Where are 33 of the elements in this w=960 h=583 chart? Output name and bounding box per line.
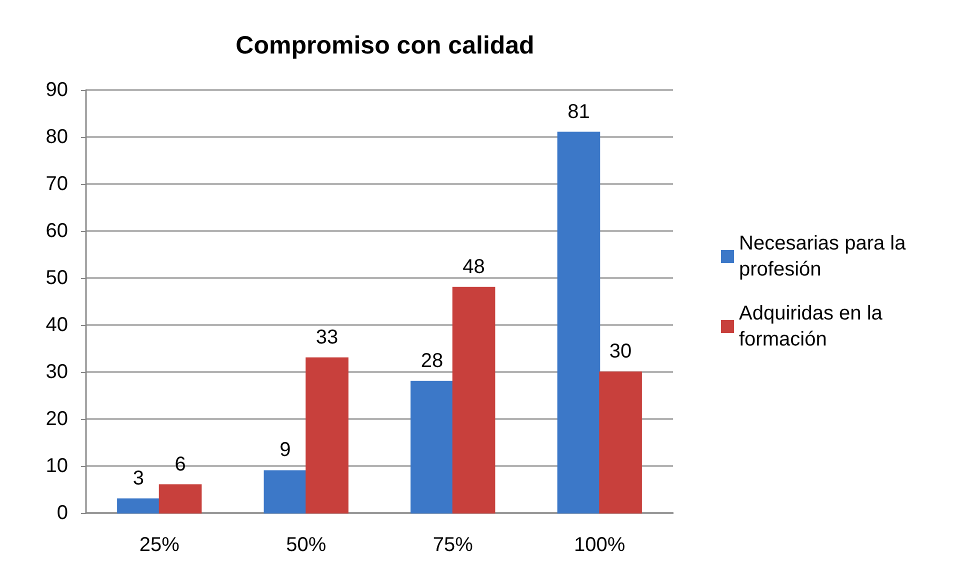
bar bbox=[452, 286, 496, 514]
x-tick-label: 50% bbox=[286, 534, 326, 556]
y-tick-label: 60 bbox=[46, 220, 68, 242]
bar bbox=[264, 470, 307, 514]
y-tick-label: 90 bbox=[46, 79, 68, 101]
y-tick-label: 40 bbox=[46, 314, 68, 336]
legend-label: Adquiridas en la formación bbox=[739, 302, 888, 350]
y-tick-label: 0 bbox=[56, 502, 68, 524]
data-label: 3 bbox=[132, 467, 144, 490]
data-label: 9 bbox=[280, 439, 291, 462]
data-label: 6 bbox=[174, 453, 186, 476]
y-tick-label: 80 bbox=[46, 126, 68, 148]
bar bbox=[599, 372, 642, 514]
bar bbox=[117, 498, 160, 514]
y-tick-label: 10 bbox=[46, 455, 68, 477]
bar bbox=[410, 380, 454, 514]
y-tick-label: 70 bbox=[46, 173, 68, 195]
y-tick-label: 30 bbox=[46, 361, 68, 383]
x-tick-label: 25% bbox=[139, 534, 180, 556]
y-tick-label: 50 bbox=[46, 267, 68, 289]
data-label: 48 bbox=[462, 256, 485, 278]
bar bbox=[158, 484, 202, 514]
data-label: 33 bbox=[316, 326, 338, 348]
bar bbox=[306, 357, 348, 514]
x-tick-label: 100% bbox=[574, 534, 626, 556]
data-label: 28 bbox=[420, 350, 444, 372]
data-label: 30 bbox=[609, 340, 632, 362]
bar bbox=[557, 132, 600, 514]
legend-label: Necesarias para la profesión bbox=[739, 232, 912, 280]
chart-title: Compromiso con calidad bbox=[236, 32, 534, 60]
x-tick-label: 75% bbox=[432, 534, 474, 556]
data-label: 81 bbox=[568, 100, 590, 123]
y-tick-label: 20 bbox=[46, 408, 68, 430]
